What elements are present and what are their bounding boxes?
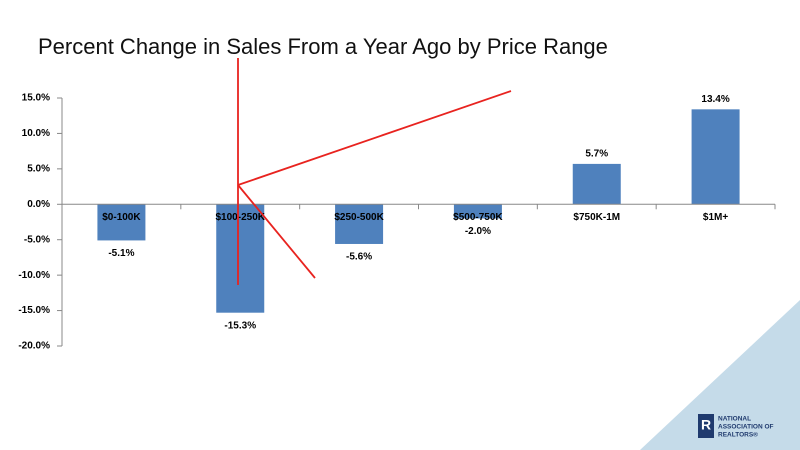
logo-letter: R (701, 417, 711, 433)
bar (216, 204, 265, 313)
value-label: -2.0% (465, 226, 491, 237)
y-tick-label: 10.0% (22, 128, 50, 139)
logo-text: REALTORS® (718, 431, 758, 439)
value-label: 5.7% (585, 149, 608, 160)
y-tick-label: -20.0% (18, 341, 50, 352)
logo-text: ASSOCIATION OF (718, 424, 774, 431)
annotation-lines (237, 58, 512, 285)
x-tick-label: $500-750K (453, 212, 503, 223)
bar (572, 163, 621, 205)
corner-decoration (640, 300, 800, 450)
y-tick-label: -15.0% (18, 305, 50, 316)
y-tick-label: 5.0% (27, 163, 50, 174)
bar (691, 109, 740, 205)
x-tick-label: $250-500K (334, 212, 384, 223)
annotation-line (237, 184, 316, 279)
value-label: -5.1% (108, 248, 134, 259)
logo-icon (698, 414, 714, 438)
logo-text: NATIONAL (718, 416, 751, 423)
value-label: -5.6% (346, 252, 372, 263)
bar (335, 204, 384, 244)
x-tick-label: $0-100K (102, 212, 141, 223)
annotation-line (237, 90, 512, 186)
value-label: 13.4% (701, 94, 729, 105)
y-tick-label: -5.0% (24, 234, 50, 245)
y-tick-label: -10.0% (18, 270, 50, 281)
value-label: -15.3% (224, 320, 256, 331)
y-tick-label: 15.0% (22, 93, 50, 104)
x-tick-label: $1M+ (703, 212, 728, 223)
bar (97, 204, 146, 241)
y-tick-label: 0.0% (27, 199, 50, 210)
bar (453, 204, 502, 219)
chart-title: Percent Change in Sales From a Year Ago … (38, 34, 608, 59)
plot-area: -20.0% -15.0% -10.0% -5.0% 0.0% 5.0% 10.0% 15.0… (18, 93, 776, 352)
x-tick-label: $100-250K (216, 212, 266, 223)
x-tick-label: $750K-1M (573, 212, 620, 223)
